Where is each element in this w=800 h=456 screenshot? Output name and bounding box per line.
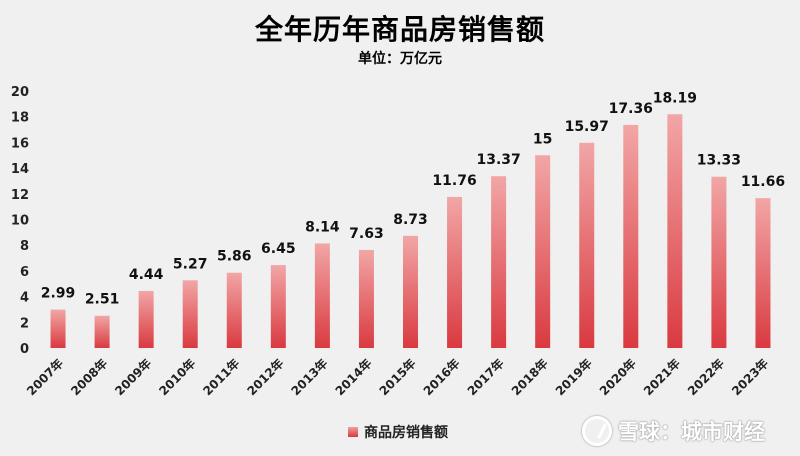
x-tick-label: 2009年 xyxy=(112,356,155,399)
bar xyxy=(535,155,551,348)
x-tick-label: 2021年 xyxy=(640,356,683,399)
watermark: 雪球：城市财经 xyxy=(582,416,765,446)
legend: 商品房销售额 xyxy=(348,422,448,442)
data-labels: 2.99 2.51 4.44 5.27 5.86 6.45 8.14 7.63 8.73 11.7… xyxy=(41,90,785,307)
bar xyxy=(711,176,727,348)
x-tick-label: 2007年 xyxy=(23,356,66,399)
y-tick-label: 0 xyxy=(20,342,29,357)
bar xyxy=(94,315,110,348)
x-tick-label: 2010年 xyxy=(156,356,199,399)
data-label: 2.99 xyxy=(41,286,76,302)
data-label: 6.45 xyxy=(261,241,296,257)
data-label: 13.33 xyxy=(697,153,741,169)
bar xyxy=(314,243,330,348)
x-tick-label: 2017年 xyxy=(464,356,507,399)
data-label: 2.51 xyxy=(85,292,120,308)
bar xyxy=(403,235,418,348)
y-tick-label: 10 xyxy=(11,214,29,229)
data-label: 8.73 xyxy=(393,212,428,228)
data-label: 15 xyxy=(533,131,552,147)
x-tick-label: 2022年 xyxy=(684,356,727,399)
data-label: 17.36 xyxy=(609,101,653,117)
bar xyxy=(226,272,242,348)
y-tick-label: 18 xyxy=(11,111,29,126)
chart-title: 全年历年商品房销售额 xyxy=(254,13,545,46)
y-axis: 0 2 4 6 8 10 12 14 16 18 20 xyxy=(11,85,29,357)
data-label: 18.19 xyxy=(653,90,697,106)
x-tick-label: 2008年 xyxy=(67,356,110,399)
y-tick-label: 2 xyxy=(20,316,29,331)
bar xyxy=(579,142,595,348)
x-tick-label: 2020年 xyxy=(596,356,639,399)
chart-subtitle: 单位：万亿元 xyxy=(358,51,442,67)
y-tick-label: 6 xyxy=(20,265,29,280)
data-label: 5.27 xyxy=(173,256,208,272)
data-label: 4.44 xyxy=(129,267,164,283)
x-tick-label: 2012年 xyxy=(244,356,287,399)
bar xyxy=(358,249,374,348)
bar xyxy=(138,290,154,348)
snowball-logo-icon xyxy=(582,416,612,446)
bars xyxy=(50,114,771,348)
y-tick-label: 12 xyxy=(11,188,29,203)
x-tick-label: 2018年 xyxy=(508,356,551,399)
bar xyxy=(491,176,507,348)
y-tick-label: 4 xyxy=(20,291,29,306)
bar xyxy=(270,265,286,348)
y-tick-label: 16 xyxy=(11,136,29,151)
bar xyxy=(623,124,639,348)
watermark-text: 雪球：城市财经 xyxy=(618,420,765,444)
x-axis: 2007年 2008年 2009年 2010年 2011年 2012年 2013年 2014年… xyxy=(23,356,771,399)
x-tick-label: 2015年 xyxy=(376,356,419,399)
data-label: 15.97 xyxy=(565,119,609,135)
bar xyxy=(667,114,683,348)
x-tick-label: 2023年 xyxy=(728,356,771,399)
y-tick-label: 8 xyxy=(20,239,29,254)
x-tick-label: 2019年 xyxy=(552,356,595,399)
data-label: 13.37 xyxy=(476,152,520,168)
bar xyxy=(755,198,771,348)
x-tick-label: 2013年 xyxy=(288,356,331,399)
data-label: 8.14 xyxy=(305,219,340,235)
x-tick-label: 2014年 xyxy=(332,356,375,399)
bar xyxy=(50,309,66,348)
bar xyxy=(447,196,463,348)
legend-swatch xyxy=(348,427,358,437)
x-tick-label: 2016年 xyxy=(420,356,463,399)
x-tick-label: 2011年 xyxy=(200,356,243,399)
data-label: 7.63 xyxy=(349,226,384,242)
data-label: 11.66 xyxy=(741,174,785,190)
data-label: 11.76 xyxy=(432,173,476,189)
legend-label: 商品房销售额 xyxy=(364,425,448,441)
y-tick-label: 14 xyxy=(11,162,29,177)
data-label: 5.86 xyxy=(217,249,252,265)
y-tick-label: 20 xyxy=(11,85,29,100)
bar xyxy=(182,280,198,348)
